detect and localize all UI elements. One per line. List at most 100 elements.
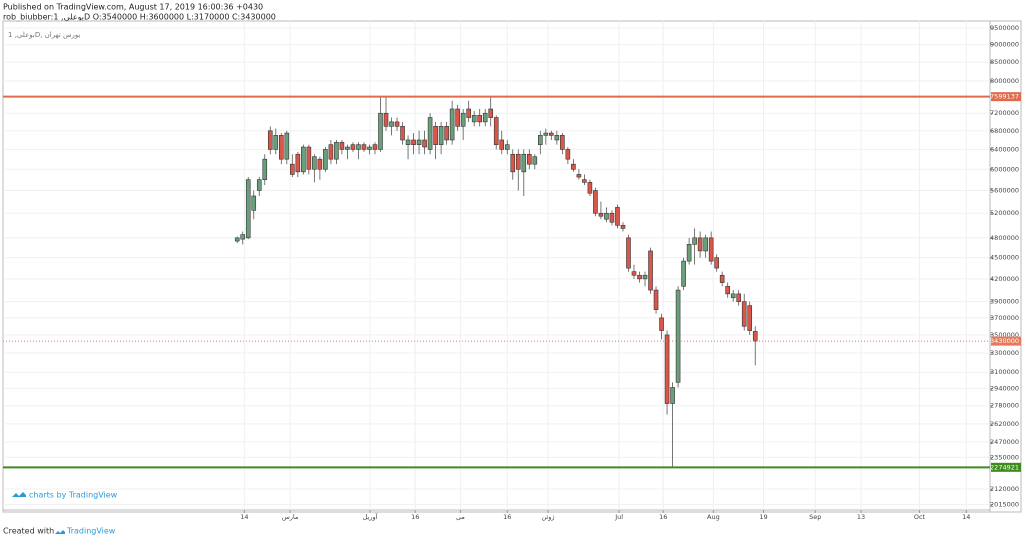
candle-body [642, 274, 648, 280]
candle-body [400, 126, 405, 141]
legend-text: rob_biubber:بوعلی, 1D O:3540000 H:360000… [3, 13, 276, 22]
candle-body [582, 179, 587, 183]
candle-body [339, 142, 345, 150]
y-tick-label: 3700000 [990, 314, 1019, 322]
y-tick-label: 9500000 [990, 24, 1019, 32]
candle-body [719, 274, 725, 283]
x-tick-label: آوریل [363, 512, 379, 521]
candle-body [278, 135, 284, 160]
y-tick-label: 8000000 [990, 77, 1019, 85]
y-tick-label: 4200000 [990, 275, 1019, 283]
candle-body [317, 158, 323, 170]
x-tick-label: Sep [809, 513, 821, 521]
y-tick-label: 5200000 [990, 209, 1019, 217]
candle-body [752, 331, 758, 342]
candle-body [653, 289, 659, 310]
candle-body [703, 237, 708, 252]
candle-body [493, 117, 499, 145]
footer-brand: TradingView [66, 527, 116, 536]
candle-body [637, 274, 642, 280]
candle-body [708, 237, 714, 262]
candle-body [427, 117, 433, 150]
candle-body [587, 182, 593, 194]
candle-body [604, 212, 609, 220]
candle-body [515, 153, 521, 170]
y-tick-label: 6000000 [990, 165, 1019, 173]
candle-body [372, 144, 378, 150]
branding-text: charts by TradingView [29, 491, 118, 500]
candle-body [433, 126, 438, 145]
price-lines [3, 95, 990, 469]
candle-body [571, 163, 576, 170]
candle-body [730, 293, 736, 299]
x-tick-label: Oct [914, 513, 926, 521]
y-tick-label: 5600000 [990, 186, 1019, 194]
grid [3, 21, 990, 510]
candle-body [565, 149, 571, 160]
candle-body [378, 112, 383, 150]
x-tick-label: 14 [240, 513, 248, 521]
candle-body [675, 289, 681, 383]
y-tick-label: 3300000 [990, 349, 1019, 357]
candle-body [626, 237, 631, 269]
candle-body [482, 112, 488, 123]
candle-body [284, 132, 290, 160]
published-text: Published on TradingView.com, August 17,… [3, 3, 263, 12]
candle-body [664, 334, 670, 404]
y-tick-label: 2940000 [990, 385, 1019, 393]
candle-body [681, 260, 686, 287]
candle-body [576, 174, 582, 178]
candle-body [411, 139, 416, 145]
candle-body [323, 149, 328, 170]
y-tick-label: 4500000 [990, 254, 1019, 262]
candle-body [471, 115, 477, 123]
chart-frame [2, 20, 1022, 513]
candle-body [367, 146, 372, 150]
price-label: 3430000 [990, 337, 1019, 345]
y-tick-label: 6400000 [990, 145, 1019, 153]
candle-body [383, 112, 389, 127]
candle-body [488, 108, 494, 118]
x-tick-label: 19 [759, 513, 767, 521]
candle-body [422, 139, 427, 148]
price-label-box [991, 336, 1021, 346]
y-tick-label: 2780000 [990, 402, 1019, 410]
candle-body [554, 135, 560, 141]
y-tick-label: 3100000 [990, 368, 1019, 376]
y-tick-label: 8500000 [990, 58, 1019, 66]
candle-body [560, 135, 565, 150]
candle-body [356, 144, 361, 150]
candle-body [714, 257, 719, 269]
chart-title: بوعلی, 1D, بورس تهران [8, 31, 81, 39]
candle-body [334, 142, 339, 160]
candle-body [747, 305, 753, 331]
candle-body [273, 135, 279, 150]
candle-body [455, 108, 460, 127]
candle-body [598, 212, 604, 217]
candle-body [405, 139, 411, 145]
price-label-box [991, 462, 1021, 472]
x-tick-label: 16 [659, 513, 667, 521]
x-tick-label: 16 [411, 513, 419, 521]
y-tick-label: 2015000 [990, 501, 1019, 509]
candle-body [692, 237, 697, 245]
candle-body [256, 179, 262, 191]
candle-body [538, 135, 543, 145]
candle-body [549, 132, 554, 136]
candle-body [306, 146, 312, 170]
y-tick-label: 3500000 [990, 331, 1019, 339]
y-tick-label: 3900000 [990, 298, 1019, 306]
candle-body [593, 190, 598, 214]
x-tick-label: ژوئن [542, 513, 555, 521]
x-tick-label: Aug [707, 513, 720, 521]
candle-body [510, 153, 516, 173]
candle-body [670, 387, 675, 404]
candle-body [438, 126, 444, 145]
x-tick-label: 14 [962, 513, 970, 521]
price-label: 7599137 [990, 93, 1019, 101]
candle-body [659, 317, 664, 331]
branding-logo: charts by TradingView [12, 491, 118, 500]
candle-body [620, 225, 626, 229]
